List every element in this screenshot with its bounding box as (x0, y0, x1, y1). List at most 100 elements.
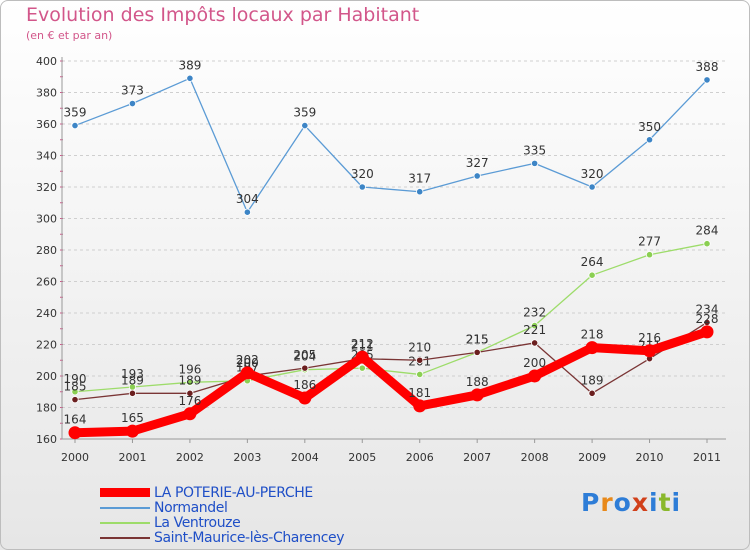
data-label: 221 (523, 323, 546, 337)
data-point (298, 391, 312, 405)
y-tick-label: 280 (36, 244, 57, 257)
data-label: 190 (64, 372, 87, 386)
x-tick-label: 2002 (176, 451, 204, 464)
data-point (243, 208, 251, 216)
data-point (416, 370, 424, 379)
data-point (588, 389, 596, 397)
legend-item: Saint-Maurice-lès-Charencey (100, 529, 345, 546)
data-point (528, 369, 542, 383)
data-point (585, 341, 599, 355)
data-point (358, 183, 366, 191)
y-tick-label: 160 (36, 433, 57, 446)
data-point (703, 76, 711, 84)
series-line (74, 243, 708, 393)
logo-letter: t (658, 488, 672, 517)
data-label: 204 (293, 350, 316, 364)
y-tick-label: 360 (36, 118, 57, 131)
x-tick-label: 2005 (348, 451, 376, 464)
data-point (531, 321, 539, 330)
data-point (68, 426, 82, 440)
data-point (301, 364, 309, 372)
series-line (70, 327, 712, 438)
y-tick-label: 260 (36, 276, 57, 289)
data-label: 335 (523, 143, 546, 157)
logo-letter: x (631, 488, 649, 517)
data-label: 176 (178, 394, 201, 408)
y-tick-label: 340 (36, 150, 57, 163)
data-point (473, 172, 481, 180)
legend-swatch (100, 536, 150, 539)
legend-label: Normandel (154, 499, 228, 516)
legend-item: La Ventrouze (100, 514, 344, 531)
data-point (531, 339, 539, 347)
x-tick-label: 2010 (636, 451, 664, 464)
data-point (470, 388, 484, 402)
data-point (588, 271, 596, 279)
x-tick-label: 2011 (693, 451, 721, 464)
data-point (645, 136, 654, 144)
data-label: 234 (696, 302, 719, 316)
data-label: 264 (581, 255, 604, 269)
legend-label: LA POTERIE-AU-PERCHE (154, 484, 313, 501)
data-label: 164 (64, 413, 87, 427)
logo-letter: i (649, 488, 659, 517)
data-point (700, 325, 714, 339)
data-point (416, 188, 424, 196)
data-label: 359 (64, 106, 87, 120)
data-point (125, 424, 139, 438)
chart-subtitle: (en € et par an) (26, 29, 113, 42)
y-tick-label: 220 (36, 339, 57, 352)
y-tick-label: 320 (36, 181, 57, 194)
data-label: 189 (581, 373, 604, 387)
data-label: 388 (696, 60, 719, 74)
legend-item: LA POTERIE-AU-PERCHE (100, 484, 344, 501)
data-point (645, 251, 654, 259)
data-label: 185 (64, 380, 87, 394)
y-tick-label: 240 (36, 307, 57, 320)
data-label: 216 (638, 331, 661, 345)
x-tick-label: 2009 (578, 451, 606, 464)
y-tick-label: 300 (36, 213, 57, 226)
data-point (71, 396, 79, 404)
data-label: 205 (293, 348, 316, 362)
logo-letter: P (581, 488, 601, 517)
data-label: 218 (581, 328, 604, 342)
legend-label: La Ventrouze (154, 514, 241, 531)
y-tick-label: 400 (36, 55, 57, 68)
chart-legend: LA POTERIE-AU-PERCHE Normandel La Ventrouz… (100, 484, 345, 546)
data-point (358, 364, 366, 372)
data-point (588, 183, 596, 191)
data-label: 215 (466, 332, 489, 346)
x-tick-label: 2007 (463, 451, 491, 464)
data-point (301, 121, 309, 130)
data-label: 196 (178, 362, 201, 376)
data-label: 304 (236, 192, 259, 206)
x-tick-label: 2004 (291, 451, 319, 464)
x-tick-label: 2008 (521, 451, 549, 464)
data-point (186, 74, 194, 82)
data-label: 320 (351, 167, 374, 181)
data-point (71, 121, 79, 130)
data-point (703, 240, 711, 248)
data-label: 200 (523, 356, 546, 370)
logo-letter: o (613, 488, 632, 517)
x-tick-label: 2006 (406, 451, 434, 464)
data-point (416, 356, 424, 364)
data-point (183, 407, 197, 421)
data-label: 284 (696, 224, 719, 238)
data-point (643, 344, 657, 358)
data-label: 188 (466, 375, 489, 389)
y-tick-label: 180 (36, 402, 57, 415)
data-label: 389 (178, 58, 201, 72)
x-tick-label: 2000 (61, 451, 89, 464)
data-label: 186 (293, 378, 316, 392)
logo-letter: r (600, 488, 614, 517)
data-label: 359 (293, 106, 316, 120)
series-line (74, 321, 708, 401)
data-label: 193 (121, 367, 144, 381)
legend-swatch (100, 488, 150, 497)
legend-label: Saint-Maurice-lès-Charencey (154, 529, 345, 546)
data-label: 189 (178, 373, 201, 387)
data-point (473, 348, 481, 356)
data-label: 189 (121, 373, 144, 387)
